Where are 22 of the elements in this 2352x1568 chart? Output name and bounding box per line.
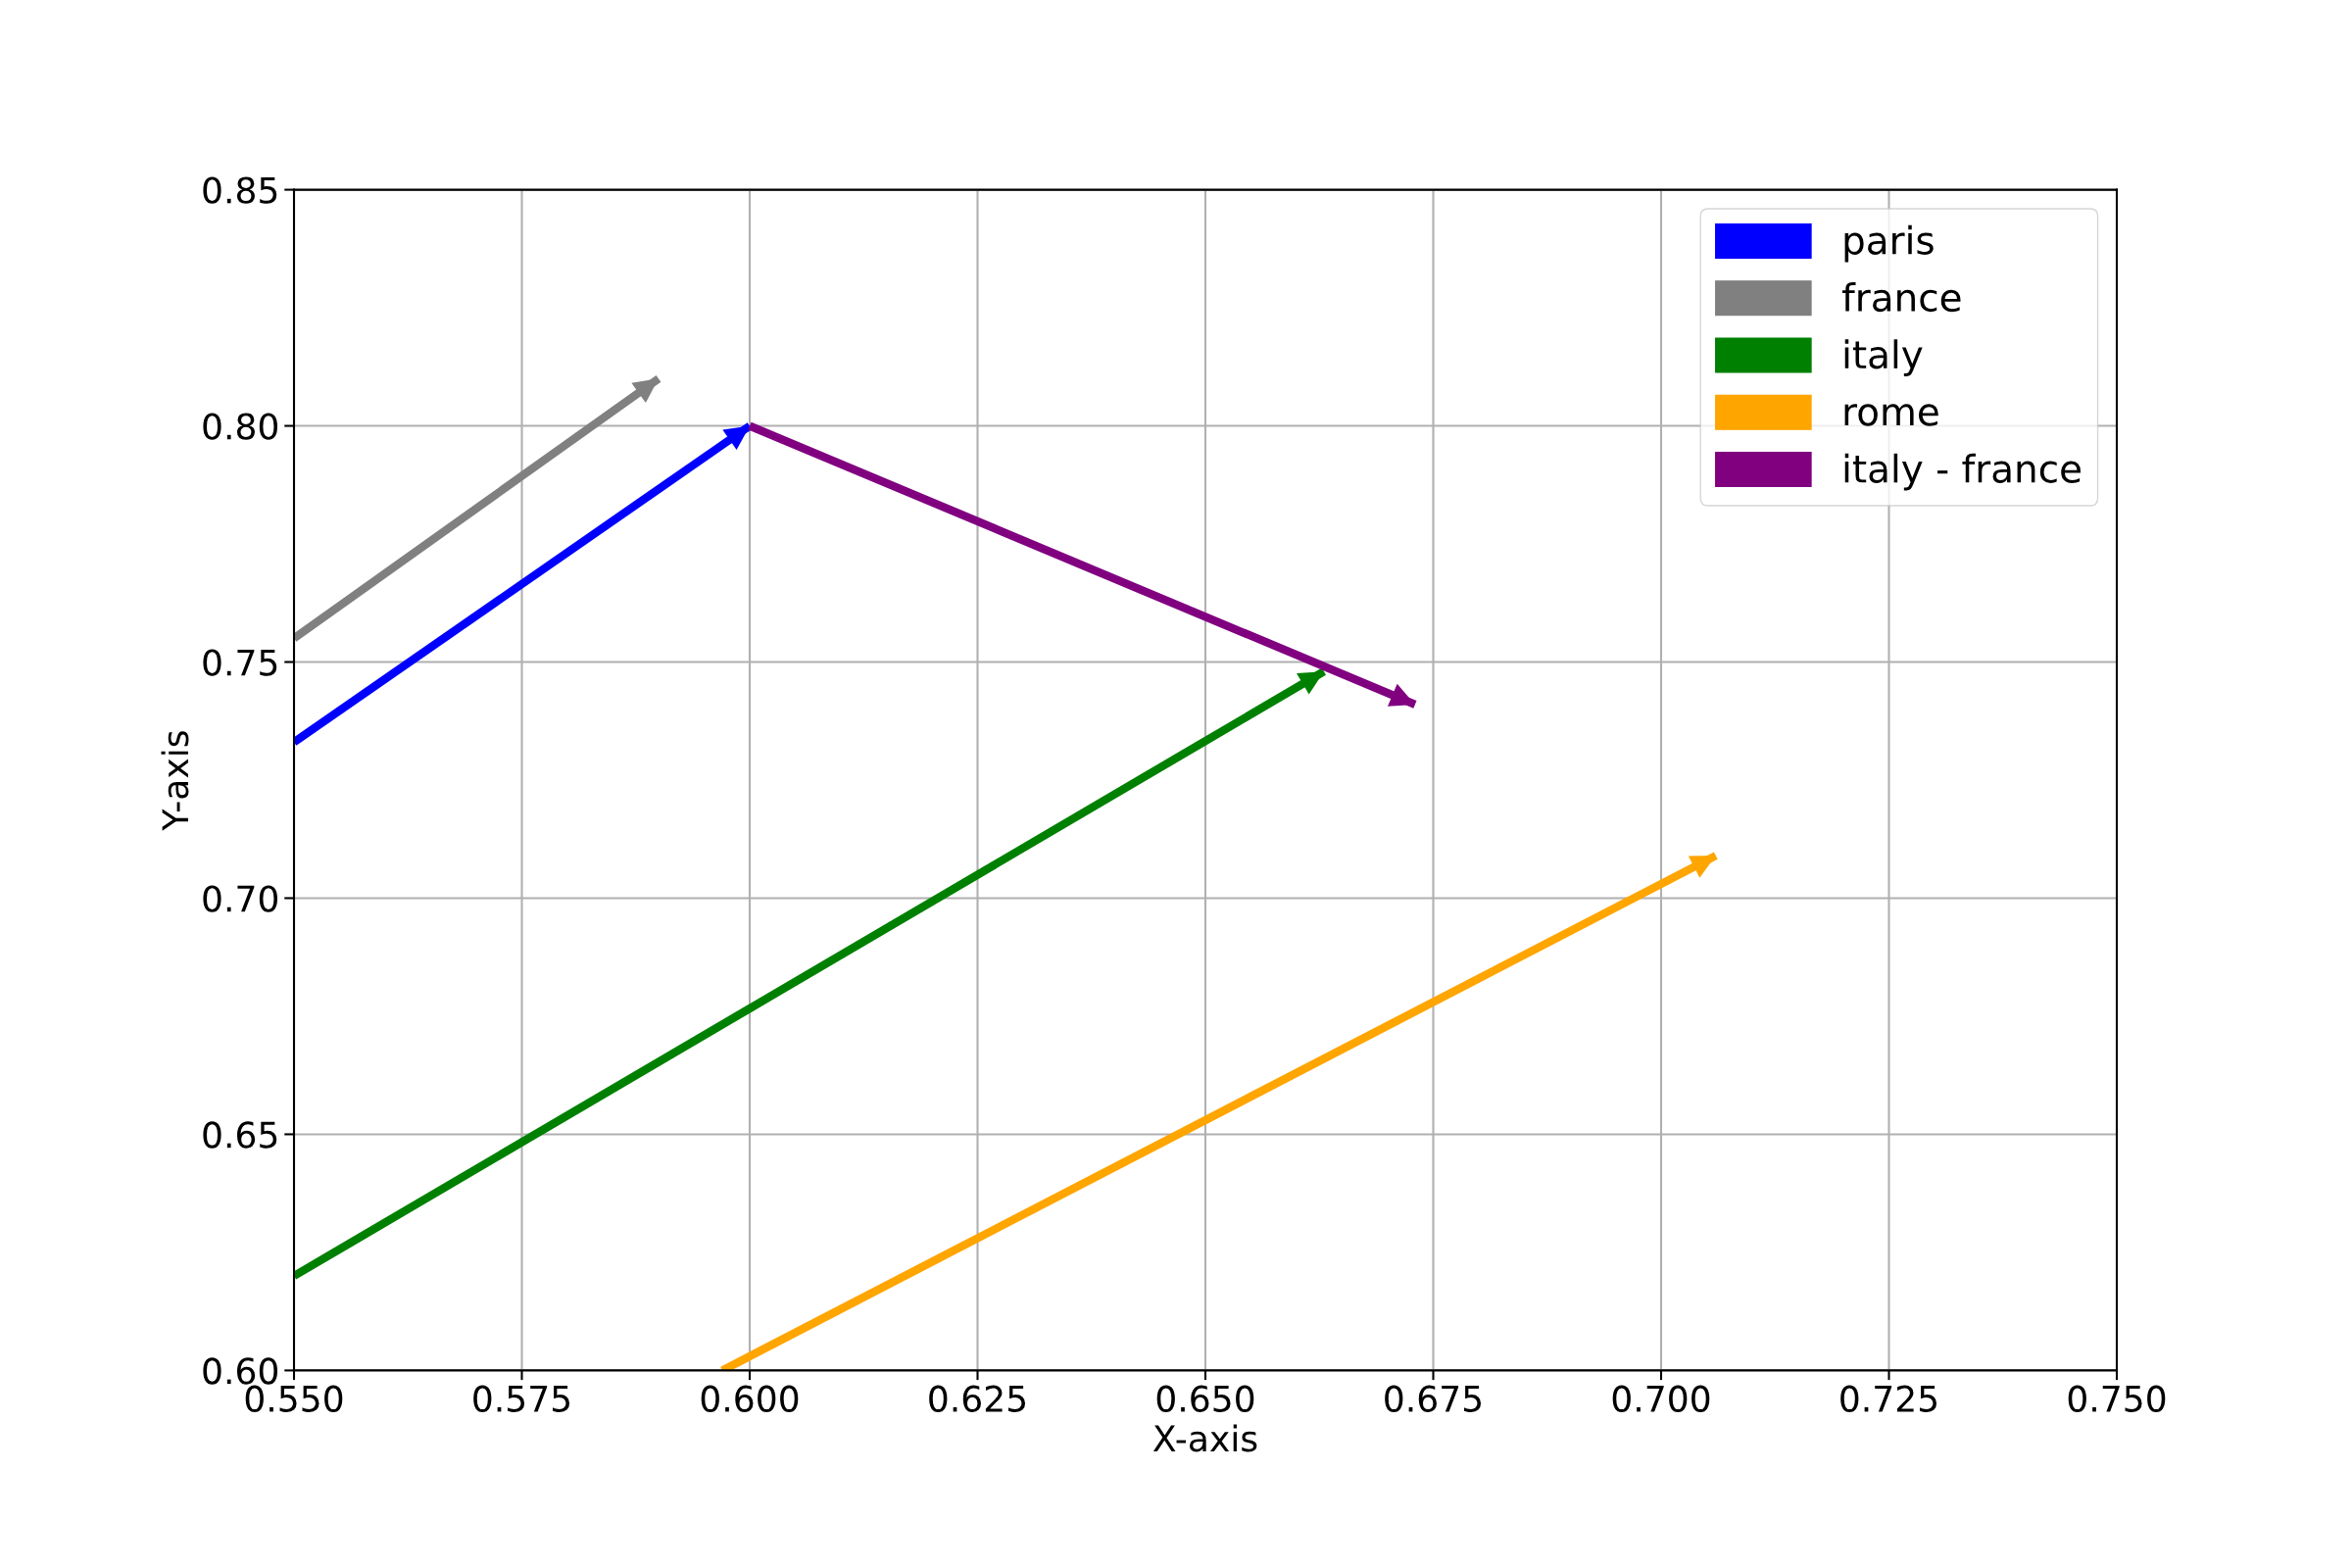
y-tick-label: 0.65 [203, 1121, 277, 1149]
x-tick-label: 0.600 [701, 1385, 799, 1412]
y-tick-label: 0.80 [203, 413, 278, 440]
legend-label: paris [1844, 224, 1934, 263]
y-tick-label: 0.60 [203, 1357, 278, 1385]
x-tick-label: 0.675 [1385, 1385, 1482, 1412]
x-tick-label: 0.550 [245, 1385, 343, 1412]
y-axis-title: Y-axis [161, 731, 189, 831]
x-tick-label: 0.625 [929, 1385, 1026, 1412]
legend-label: italy [1844, 339, 1923, 376]
y-tick-label: 0.70 [203, 885, 278, 912]
legend-label: france [1841, 282, 1961, 313]
y-tick-label: 0.75 [203, 649, 277, 676]
x-tick-label: 0.725 [1840, 1385, 1937, 1412]
x-tick-label: 0.650 [1156, 1385, 1254, 1412]
y-tick-label: 0.85 [203, 176, 277, 204]
x-tick-label: 0.700 [1612, 1385, 1710, 1412]
x-axis-title: X-axis [1152, 1424, 1257, 1452]
x-tick-label: 0.750 [2068, 1385, 2166, 1412]
x-tick-label: 0.575 [473, 1385, 570, 1412]
legend-label: rome [1844, 404, 1938, 426]
legend-label: italy - france [1844, 453, 2081, 491]
